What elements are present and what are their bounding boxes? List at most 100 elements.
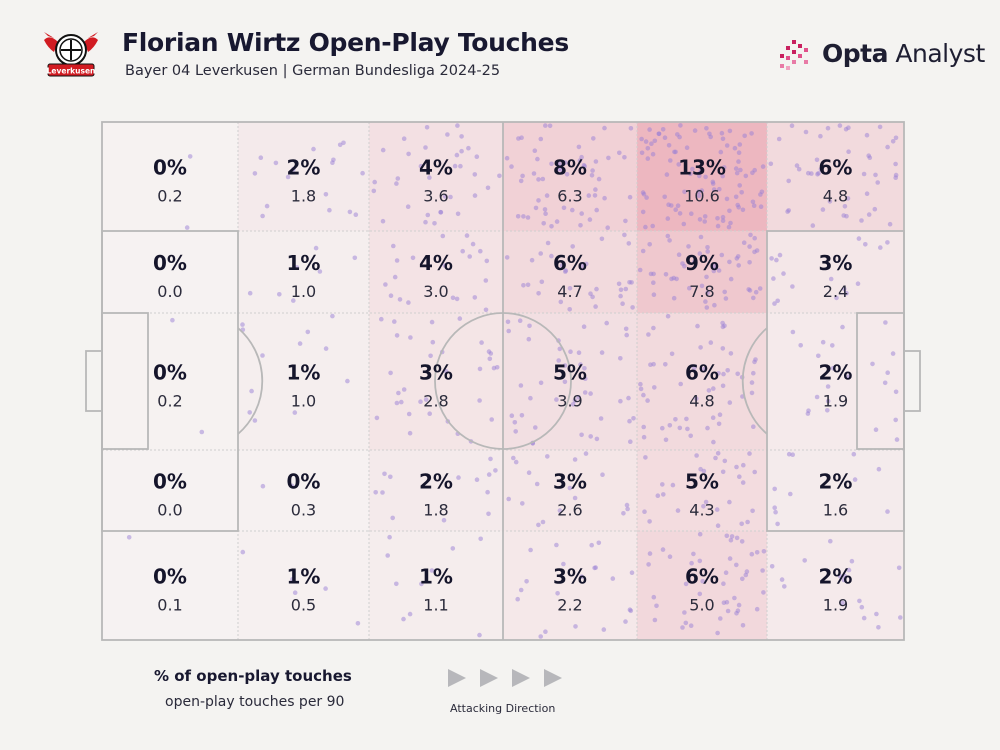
- touch-dot: [291, 298, 296, 303]
- cell-percent-label: 8%: [553, 156, 587, 180]
- touch-dot: [372, 179, 378, 185]
- cell-per90-label: 0.0: [157, 282, 182, 301]
- touch-dot: [738, 167, 743, 173]
- heat-cell: [369, 313, 503, 450]
- brand-name-regular: Analyst: [887, 38, 985, 68]
- touch-dot: [485, 489, 490, 495]
- touch-dot: [760, 568, 765, 573]
- cell-percent-label: 0%: [153, 251, 187, 275]
- touch-dot: [520, 501, 525, 506]
- touch-dot: [758, 204, 764, 209]
- touch-dot: [732, 595, 737, 601]
- touch-dot: [743, 173, 749, 179]
- touch-dot: [863, 242, 868, 247]
- touch-dot: [894, 437, 900, 442]
- touch-dot: [455, 211, 461, 217]
- touch-dot: [711, 439, 716, 445]
- touch-dot: [628, 608, 634, 614]
- touch-dot: [345, 378, 350, 384]
- touch-dot: [483, 278, 489, 283]
- touch-dot: [285, 174, 291, 180]
- touch-dot: [663, 437, 669, 443]
- touch-dot: [697, 558, 703, 564]
- touch-dot: [624, 332, 629, 338]
- touch-dot: [720, 218, 726, 223]
- touch-dot: [588, 391, 593, 396]
- touch-dot: [662, 194, 667, 200]
- touch-dot: [519, 135, 524, 140]
- cell-percent-label: 0%: [153, 470, 187, 494]
- touch-dot: [773, 509, 778, 515]
- touch-dot: [531, 171, 537, 176]
- touch-dot: [722, 323, 727, 329]
- touch-dot: [873, 172, 878, 178]
- touch-dot: [638, 386, 644, 392]
- touch-dot: [684, 145, 690, 150]
- touch-dot: [562, 363, 568, 368]
- touch-dot: [643, 224, 648, 230]
- touch-dot: [587, 217, 593, 222]
- touch-dot: [539, 279, 545, 285]
- touch-dot: [395, 176, 401, 181]
- touch-dot: [493, 468, 498, 473]
- touch-dot: [518, 587, 524, 593]
- cell-per90-label: 3.6: [423, 187, 448, 206]
- touch-dot: [680, 625, 685, 630]
- touch-dot: [734, 170, 740, 176]
- touch-dot: [729, 534, 735, 539]
- touch-dot: [651, 271, 656, 277]
- cell-labels: 0% 0.2 2% 1.8 4% 3.6 8% 6.3 13% 10.6 6% 4.8 0% 0.0 1% 1…: [153, 156, 852, 615]
- touch-dot: [721, 371, 726, 377]
- touch-dot: [591, 136, 596, 141]
- touch-dot: [477, 366, 483, 372]
- touch-dot: [620, 301, 625, 307]
- touch-dot: [273, 160, 279, 166]
- touch-dot: [450, 295, 456, 301]
- touch-dot: [602, 195, 607, 201]
- touch-dot: [779, 577, 785, 582]
- cell-percent-label: 3%: [553, 470, 587, 494]
- cell-per90-label: 0.1: [157, 596, 182, 615]
- touch-dot: [470, 241, 476, 247]
- touch-dot: [460, 248, 466, 254]
- touch-dot: [721, 581, 726, 586]
- touch-dot: [662, 135, 668, 140]
- touch-dot: [713, 455, 718, 461]
- touch-dot: [291, 166, 296, 172]
- heat-cell: [238, 231, 369, 313]
- touch-dot: [360, 170, 365, 176]
- touch-dot: [628, 439, 633, 445]
- touch-dot: [641, 191, 647, 197]
- touch-dot: [260, 353, 265, 358]
- touch-dot: [782, 584, 787, 589]
- touch-dot: [593, 187, 598, 192]
- touch-dot: [752, 167, 757, 173]
- touch-dot: [504, 155, 510, 161]
- touch-dot: [840, 324, 845, 330]
- crest-text: Leverkusen: [47, 67, 96, 76]
- touch-dot: [722, 458, 728, 464]
- touch-dot: [683, 620, 689, 626]
- touch-dot: [622, 232, 627, 238]
- touch-dot: [524, 579, 529, 584]
- left-penalty-arc: [237, 327, 264, 435]
- touch-dot: [665, 216, 671, 221]
- touch-dot: [534, 481, 540, 487]
- touch-dot: [825, 398, 831, 404]
- touch-dot: [484, 258, 490, 264]
- touch-dot: [750, 508, 755, 514]
- touch-dot: [878, 245, 883, 250]
- touch-dot: [572, 495, 578, 501]
- touch-dot: [702, 366, 707, 372]
- attacking-direction-label: Attacking Direction: [450, 702, 556, 715]
- touch-dot: [513, 429, 518, 434]
- touch-dot: [443, 369, 449, 374]
- touch-dot: [406, 151, 411, 157]
- touch-dot: [624, 502, 630, 508]
- touch-dot: [678, 381, 683, 387]
- touch-dot: [753, 357, 758, 362]
- touch-dot: [472, 193, 478, 198]
- touch-dot: [509, 164, 514, 169]
- touch-dot: [459, 148, 464, 154]
- touch-dot: [675, 508, 681, 513]
